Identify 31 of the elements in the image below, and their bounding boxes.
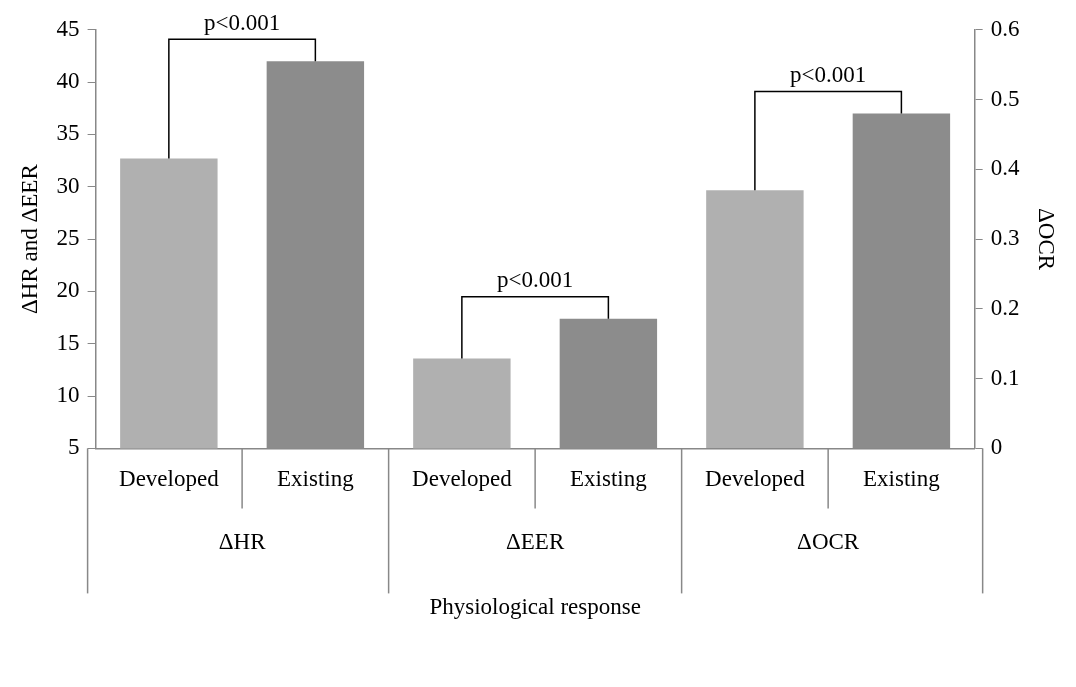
y2-tick-label: 0.4 <box>990 155 1020 181</box>
text: ΔEER <box>506 529 565 555</box>
y2-tick-label: 0 <box>990 434 1003 460</box>
x-tick-label: Developed <box>412 466 513 492</box>
y2-tick-label: 0.1 <box>990 364 1020 390</box>
y-tick-label: 20 <box>56 277 80 303</box>
x-tick-label: Existing <box>570 466 648 492</box>
annotation: p<0.001 <box>790 62 867 88</box>
y-tick-label: 45 <box>56 15 80 41</box>
x-tick-label: Developed <box>705 466 806 492</box>
y-tick-label: 40 <box>56 68 80 94</box>
y-tick-label: 35 <box>56 120 80 146</box>
x-tick-label: Existing <box>863 466 941 492</box>
y2-axis-title: ΔOCR <box>1034 208 1060 271</box>
y-tick-label: 30 <box>56 172 80 198</box>
text: ΔHR <box>218 529 267 555</box>
y2-tick-label: 0.6 <box>990 15 1020 41</box>
y-tick-label: 5 <box>68 434 80 460</box>
x-tick-label: Developed <box>119 466 220 492</box>
y-tick-label: 10 <box>56 382 80 408</box>
y2-tick-label: 0.2 <box>990 294 1020 320</box>
y-tick-label: 15 <box>56 329 80 355</box>
text: ΔOCR <box>797 529 860 555</box>
x-axis-title: Physiological response <box>429 594 641 620</box>
y-tick-label: 25 <box>56 225 80 251</box>
y-axis-title: ΔHR and ΔEER <box>16 163 42 314</box>
y2-tick-label: 0.3 <box>990 225 1020 251</box>
annotation: p<0.001 <box>203 9 281 35</box>
y2-tick-label: 0.5 <box>990 85 1020 111</box>
x-tick-label: Existing <box>277 466 355 492</box>
annotation: p<0.001 <box>497 267 574 293</box>
